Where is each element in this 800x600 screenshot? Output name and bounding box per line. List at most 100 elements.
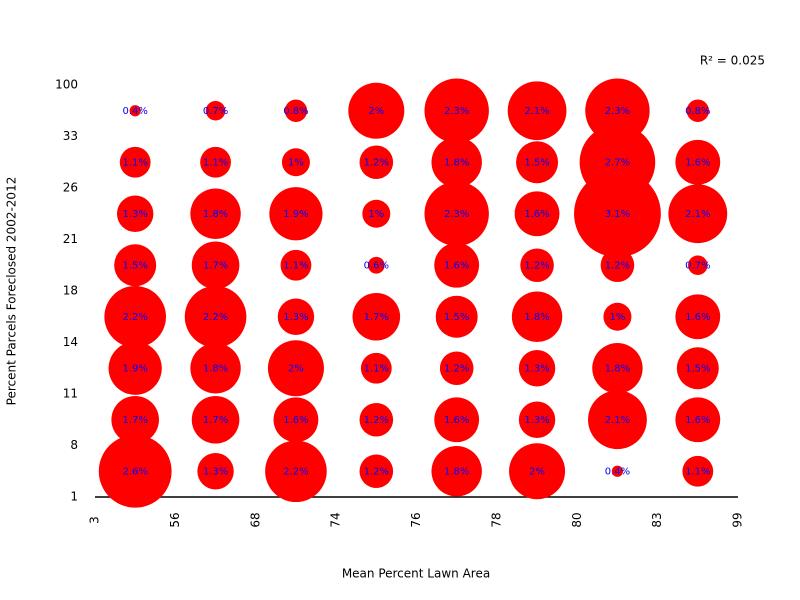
value-label: 1.8% <box>524 312 549 323</box>
bubble <box>190 343 241 394</box>
value-label: 1% <box>288 157 304 168</box>
value-label: 1.5% <box>685 363 710 374</box>
bubble <box>668 184 728 244</box>
value-label: 1.3% <box>283 312 308 323</box>
bubble <box>359 145 394 180</box>
value-label: 1.9% <box>122 363 147 374</box>
value-label: 1.6% <box>524 209 549 220</box>
value-label: 1.6% <box>444 260 469 271</box>
value-label: 2.7% <box>605 157 630 168</box>
value-label: 1.2% <box>444 363 469 374</box>
value-label: 1.6% <box>444 415 469 426</box>
value-label: 1.2% <box>364 466 389 477</box>
x-axis-label: Mean Percent Lawn Area <box>342 567 490 581</box>
value-label: 2% <box>368 106 384 117</box>
bubble <box>280 249 312 281</box>
value-label: 1.7% <box>364 312 389 323</box>
value-label: 2.1% <box>524 106 549 117</box>
bubble <box>514 191 560 237</box>
value-label: 1.2% <box>605 260 630 271</box>
y-tick-label: 26 <box>63 181 78 195</box>
x-tick-label: 68 <box>248 512 262 527</box>
y-tick-label: 14 <box>63 335 78 349</box>
value-label: 1.5% <box>122 260 147 271</box>
x-tick-label: 78 <box>489 512 503 527</box>
bubble <box>611 465 624 477</box>
value-label: 1% <box>368 209 384 220</box>
bubble <box>507 81 567 141</box>
x-tick-label: 83 <box>650 512 664 527</box>
value-label: 1.6% <box>685 157 710 168</box>
value-label: 0.4% <box>122 106 147 117</box>
bubble <box>359 454 394 489</box>
value-label: 2.3% <box>605 106 630 117</box>
value-label: 1.6% <box>685 415 710 426</box>
value-label: 1.7% <box>122 415 147 426</box>
bubble <box>98 434 172 508</box>
annotation: R² = 0.025 <box>700 54 765 68</box>
bubble <box>190 188 241 239</box>
bubble <box>108 341 162 395</box>
bubble <box>686 99 710 122</box>
y-tick-label: 1 <box>70 490 78 504</box>
bubble <box>424 78 489 143</box>
value-label: 0.8% <box>283 106 308 117</box>
value-label: 1.3% <box>203 466 228 477</box>
value-label: 1.6% <box>685 312 710 323</box>
bubble <box>603 302 632 331</box>
bubble <box>352 292 401 341</box>
bubble <box>675 397 721 443</box>
bubble <box>284 99 308 122</box>
value-label: 2.1% <box>605 415 630 426</box>
y-tick-label: 8 <box>70 438 78 452</box>
bubble <box>585 78 650 143</box>
x-tick-label: 3 <box>88 516 102 524</box>
bubble <box>197 453 234 490</box>
value-label: 1.3% <box>524 415 549 426</box>
y-tick-label: 21 <box>63 232 78 246</box>
bubble <box>114 244 157 287</box>
value-label: 1.8% <box>203 209 228 220</box>
bubble <box>281 148 310 177</box>
value-label: 2.2% <box>203 312 228 323</box>
value-label: 1.1% <box>122 157 147 168</box>
bubble <box>116 195 154 232</box>
bubble <box>104 285 166 348</box>
value-label: 3.1% <box>605 209 630 220</box>
bubble <box>434 397 480 443</box>
value-label: 1.8% <box>605 363 630 374</box>
bubble <box>348 82 405 139</box>
value-label: 1.8% <box>444 157 469 168</box>
bubble <box>676 347 719 390</box>
value-label: 2.3% <box>444 209 469 220</box>
bubble <box>359 402 394 437</box>
x-tick-label: 56 <box>168 512 182 527</box>
value-label: 0.4% <box>605 466 630 477</box>
bubble <box>205 100 226 121</box>
value-label: 0.8% <box>685 106 710 117</box>
bubble <box>520 248 554 283</box>
value-label: 1.7% <box>203 415 228 426</box>
value-label: 2% <box>288 363 304 374</box>
bubble <box>277 298 315 335</box>
value-label: 1.3% <box>122 209 147 220</box>
value-label: 1.1% <box>203 157 228 168</box>
value-label: 1.7% <box>203 260 228 271</box>
value-label: 2.3% <box>444 106 469 117</box>
bubble <box>439 351 474 386</box>
value-label: 2.2% <box>122 312 147 323</box>
bubble <box>367 256 385 274</box>
bubble <box>511 291 563 342</box>
bubble <box>518 401 556 438</box>
value-label: 1.1% <box>283 260 308 271</box>
value-label: 2.2% <box>283 466 308 477</box>
bubble <box>362 199 391 228</box>
bubble <box>688 255 708 276</box>
value-label: 1.5% <box>444 312 469 323</box>
value-label: 1.3% <box>524 363 549 374</box>
value-label: 1.9% <box>283 209 308 220</box>
bubble <box>675 139 721 185</box>
y-tick-label: 100 <box>55 78 78 92</box>
